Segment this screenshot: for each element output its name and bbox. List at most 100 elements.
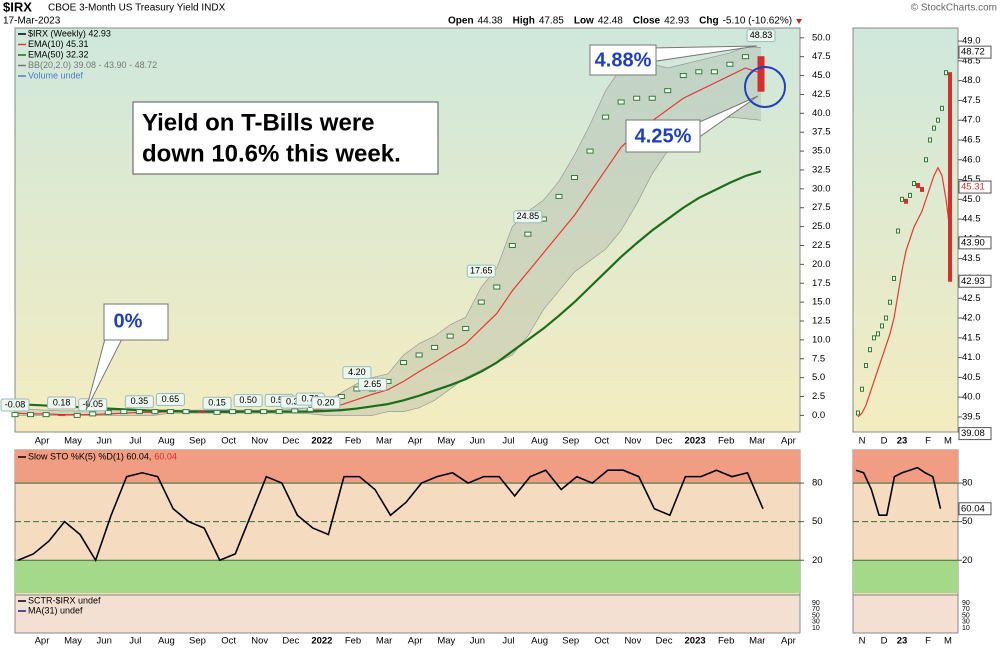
point-label-bg xyxy=(357,377,387,391)
x-tick-label: Dec xyxy=(656,436,673,447)
candle xyxy=(431,344,439,350)
candle xyxy=(940,105,944,111)
x-tick-label: Oct xyxy=(221,636,236,647)
x-tick-label: 2022 xyxy=(311,436,332,447)
candle xyxy=(120,409,128,415)
point-label-bg xyxy=(746,29,776,43)
price-label: 42.93 xyxy=(961,276,985,287)
x-tick-label: Feb xyxy=(345,436,361,447)
y-tick-label: 41.0 xyxy=(962,352,981,363)
candle xyxy=(73,412,81,418)
point-label-bg xyxy=(155,392,185,406)
sctr-panel xyxy=(14,594,801,634)
candle xyxy=(182,409,190,415)
callout-text: 0% xyxy=(114,310,143,332)
point-label: 48.83 xyxy=(750,30,773,40)
y-tick-label: 50 xyxy=(812,516,823,527)
x-tick-label: M xyxy=(944,436,952,447)
bollinger-band xyxy=(15,46,761,416)
last-value: 60.04 xyxy=(961,503,985,514)
candle xyxy=(306,406,314,412)
candle xyxy=(151,409,159,415)
x-tick-label: Jul xyxy=(502,436,514,447)
x-tick-label: Nov xyxy=(251,636,268,647)
x-tick-label: Nov xyxy=(624,436,641,447)
y-tick-label: 22.5 xyxy=(812,240,831,251)
x-tick-label: Mar xyxy=(376,436,392,447)
y-tick-label: 42.0 xyxy=(962,313,981,324)
candle xyxy=(936,117,940,123)
legend-label: MA(31) undef xyxy=(28,605,83,615)
x-tick-label: Jun xyxy=(470,436,485,447)
candle xyxy=(571,175,578,181)
y-tick-label: 30.0 xyxy=(812,183,831,194)
y-tick-label: 30 xyxy=(812,619,820,626)
y-tick-label: 90 xyxy=(962,600,970,607)
candle xyxy=(924,157,928,163)
x-tick-label: Aug xyxy=(158,636,175,647)
highlight-circle xyxy=(744,66,786,108)
y-tick-label: 20 xyxy=(812,555,823,566)
candle xyxy=(244,409,252,415)
candle xyxy=(896,228,900,234)
candle xyxy=(524,231,532,237)
sto-line xyxy=(17,469,764,563)
candle xyxy=(633,95,641,101)
candle xyxy=(493,284,501,290)
legend-label: EMA(10) 45.31 xyxy=(28,39,89,49)
y-tick-label: 17.5 xyxy=(812,278,831,289)
x-tick-label: 23 xyxy=(897,636,908,647)
x-tick-label: M xyxy=(944,636,952,647)
x-tick-label: Sep xyxy=(562,636,579,647)
x-tick-label: May xyxy=(437,636,455,647)
callout-text: 4.25% xyxy=(635,125,692,147)
candle xyxy=(275,409,283,415)
quote-label: Close xyxy=(633,16,661,27)
legend-label: SCTR-$IRX undef xyxy=(28,595,101,605)
overbought-zone xyxy=(853,450,958,484)
note-line: Yield on T-Bills were xyxy=(142,109,375,136)
candle xyxy=(602,114,610,120)
candle xyxy=(726,61,734,67)
candle xyxy=(928,137,932,143)
point-label: 24.85 xyxy=(517,211,540,221)
candle xyxy=(679,73,687,79)
x-tick-label: Jun xyxy=(97,436,112,447)
point-label: -0.05 xyxy=(82,399,103,409)
x-tick-label: Oct xyxy=(594,636,609,647)
point-label: 0.65 xyxy=(162,394,180,404)
candle xyxy=(757,56,765,92)
y-tick-label: 48.5 xyxy=(962,55,981,66)
y-tick-label: 10 xyxy=(962,625,970,632)
y-tick-label: 2.5 xyxy=(812,391,825,402)
price-label-box xyxy=(958,180,992,194)
y-tick-label: 90 xyxy=(812,600,820,607)
quote-value: 42.48 xyxy=(598,16,623,27)
x-tick-label: Mar xyxy=(749,436,765,447)
y-tick-label: 43.5 xyxy=(962,253,981,264)
x-tick-label: Dec xyxy=(282,636,299,647)
x-tick-label: Aug xyxy=(158,436,175,447)
x-tick-label: F xyxy=(925,636,931,647)
note-box: Yield on T-Bills were down 10.6% this we… xyxy=(132,101,439,175)
x-tick-label: Apr xyxy=(781,636,796,647)
candle xyxy=(856,410,860,416)
y-tick-label: 80 xyxy=(962,478,973,489)
candle xyxy=(710,69,718,75)
y-tick-label: 42.5 xyxy=(962,293,981,304)
price-label-box xyxy=(958,427,992,441)
point-label-bg xyxy=(0,398,30,412)
candle xyxy=(880,323,884,329)
symbol-name: CBOE 3-Month US Treasury Yield INDX xyxy=(48,3,226,14)
candle xyxy=(892,275,896,281)
candle xyxy=(900,196,904,202)
legend-label: $IRX (Weekly) 42.93 xyxy=(28,28,111,38)
candle xyxy=(864,363,868,369)
candle xyxy=(508,242,516,248)
oversold-zone xyxy=(15,560,800,593)
y-tick-label: 50.0 xyxy=(812,32,831,43)
candle xyxy=(198,411,205,413)
copyright: © StockCharts.com xyxy=(911,3,997,14)
y-tick-label: 42.5 xyxy=(812,89,831,100)
